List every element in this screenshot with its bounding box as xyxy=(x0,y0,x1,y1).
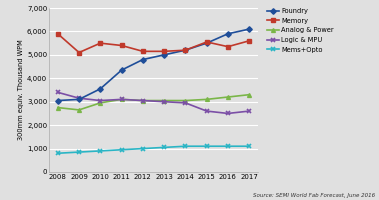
Text: Source: SEMI World Fab Forecast, June 2016: Source: SEMI World Fab Forecast, June 20… xyxy=(253,193,375,198)
Analog & Power xyxy=(204,98,209,101)
Memory xyxy=(183,49,188,51)
Foundry xyxy=(247,28,252,30)
Memory xyxy=(98,42,103,44)
Logic & MPU xyxy=(204,110,209,112)
Analog & Power xyxy=(77,109,81,111)
Line: Logic & MPU: Logic & MPU xyxy=(55,90,252,116)
Legend: Foundry, Memory, Analog & Power, Logic & MPU, Mems+Opto: Foundry, Memory, Analog & Power, Logic &… xyxy=(267,8,334,53)
Logic & MPU xyxy=(183,102,188,104)
Logic & MPU xyxy=(141,99,145,102)
Memory xyxy=(77,51,81,54)
Logic & MPU xyxy=(55,91,60,94)
Analog & Power xyxy=(98,102,103,104)
Logic & MPU xyxy=(247,110,252,112)
Foundry xyxy=(119,69,124,71)
Logic & MPU xyxy=(226,112,230,115)
Foundry xyxy=(183,49,188,51)
Memory xyxy=(204,41,209,43)
Mems+Opto xyxy=(77,151,81,153)
Line: Analog & Power: Analog & Power xyxy=(56,93,251,112)
Foundry xyxy=(226,33,230,35)
Memory xyxy=(162,50,166,53)
Analog & Power xyxy=(119,98,124,101)
Mems+Opto xyxy=(247,145,252,147)
Foundry xyxy=(204,42,209,44)
Logic & MPU xyxy=(77,97,81,99)
Foundry xyxy=(55,99,60,102)
Mems+Opto xyxy=(55,152,60,154)
Logic & MPU xyxy=(98,99,103,102)
Analog & Power xyxy=(55,106,60,109)
Logic & MPU xyxy=(162,101,166,103)
Foundry xyxy=(141,58,145,61)
Mems+Opto xyxy=(98,150,103,152)
Foundry xyxy=(162,54,166,56)
Mems+Opto xyxy=(204,145,209,147)
Memory xyxy=(226,45,230,48)
Mems+Opto xyxy=(226,145,230,147)
Mems+Opto xyxy=(141,147,145,150)
Memory xyxy=(247,40,252,42)
Y-axis label: 300mm equiv. Thousand WPM: 300mm equiv. Thousand WPM xyxy=(18,40,24,140)
Analog & Power xyxy=(226,96,230,98)
Analog & Power xyxy=(141,99,145,102)
Logic & MPU xyxy=(119,98,124,101)
Mems+Opto xyxy=(183,145,188,147)
Memory xyxy=(119,44,124,47)
Analog & Power xyxy=(162,99,166,102)
Foundry xyxy=(98,88,103,90)
Line: Foundry: Foundry xyxy=(56,27,251,102)
Line: Memory: Memory xyxy=(56,32,251,54)
Line: Mems+Opto: Mems+Opto xyxy=(55,144,252,156)
Mems+Opto xyxy=(119,149,124,151)
Memory xyxy=(141,50,145,53)
Memory xyxy=(55,33,60,35)
Analog & Power xyxy=(247,93,252,96)
Mems+Opto xyxy=(162,146,166,149)
Analog & Power xyxy=(183,99,188,102)
Foundry xyxy=(77,98,81,101)
